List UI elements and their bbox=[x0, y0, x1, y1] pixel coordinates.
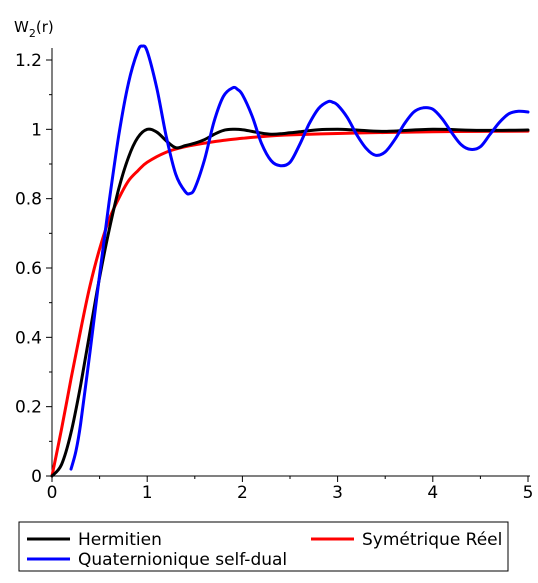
y-axis-label-rest: (r) bbox=[36, 18, 54, 36]
y-axis-label-sub: 2 bbox=[29, 27, 36, 40]
legend-box bbox=[18, 521, 509, 572]
tick-labels: 0 1 2 3 4 5 0 0.2 0.4 0.6 0.8 1 1.2 bbox=[15, 51, 533, 503]
legend-label-symetrique-reel: Symétrique Réel bbox=[362, 530, 502, 550]
series-line-symetrique-reel bbox=[50, 129, 530, 478]
x-tick-label: 4 bbox=[427, 483, 438, 503]
x-tick-label: 5 bbox=[523, 483, 534, 503]
axes bbox=[46, 48, 530, 482]
x-tick-label: 1 bbox=[142, 483, 153, 503]
legend-label-hermitien: Hermitien bbox=[78, 530, 162, 550]
y-tick-label: 1.2 bbox=[15, 51, 42, 71]
y-tick-label: 0.8 bbox=[15, 190, 42, 210]
y-axis-label-main: W bbox=[14, 18, 29, 36]
y-tick-label: 0 bbox=[31, 467, 42, 487]
y-tick-label: 0.2 bbox=[15, 398, 42, 418]
y-axis-label: W2(r) bbox=[14, 18, 54, 40]
x-tick-label: 0 bbox=[47, 483, 58, 503]
legend: Hermitien Symétrique Réel Quaternionique… bbox=[18, 521, 509, 572]
series-line-hermitien bbox=[50, 127, 530, 478]
x-tick-label: 2 bbox=[237, 483, 248, 503]
y-tick-label: 0.4 bbox=[15, 328, 42, 348]
y-tick-label: 0.6 bbox=[15, 259, 42, 279]
x-tick-label: 3 bbox=[332, 483, 343, 503]
y-tick-label: 1 bbox=[31, 120, 42, 140]
series-group bbox=[50, 44, 530, 478]
series-line-quaternionique bbox=[69, 44, 530, 471]
legend-label-quaternionique: Quaternionique self-dual bbox=[78, 550, 287, 570]
